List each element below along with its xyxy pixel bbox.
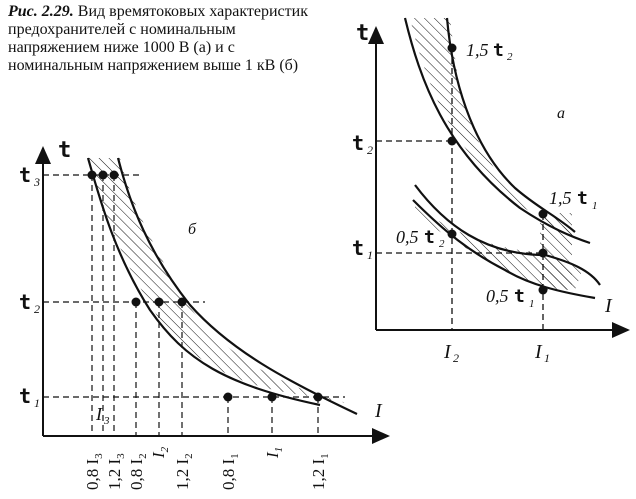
panel-a-05t2-coef: 0,5 (396, 227, 419, 247)
panel-b-point-t3-1 (87, 170, 97, 180)
panel-b-axis-I-label: I (374, 400, 383, 422)
panel-b-axis-t-label: t (58, 138, 71, 163)
panel-a-I2-sub: 2 (453, 351, 459, 365)
panel-a-point-05t1 (538, 285, 548, 295)
panel-a-15t2-sub: 2 (507, 51, 513, 63)
panel-b-x-labels: 0,8 I3 1,2 I3 0,8 I2 I2 1,2 I2 0,8 I1 I1… (83, 446, 331, 490)
x-label-6: 0,8 I1 (219, 453, 241, 490)
panel-b-point-t2-2 (154, 297, 164, 307)
x-label-3: 0,8 I2 (127, 453, 149, 490)
panel-b-point-t3-3 (109, 170, 119, 180)
panel-a-point-t1 (538, 248, 548, 258)
panel-b-point-t1-1 (223, 392, 233, 402)
panel-b-t2-label: t (19, 290, 31, 314)
panel-a-curve-2 (445, 17, 576, 233)
panel-a-I2-label: I (443, 341, 452, 363)
x-label-2: 1,2 I3 (105, 453, 127, 490)
panel-b-point-t1-3 (313, 392, 323, 402)
panel-b-point-t1-2 (267, 392, 277, 402)
caption-label: Рис. 2.29. (8, 3, 74, 20)
panel-a-letter: а (557, 105, 565, 122)
panel-a-curve-3 (414, 184, 601, 286)
panel-a-axis-t-label: t (356, 21, 369, 46)
panel-a-05t1-coef: 0,5 (486, 286, 509, 306)
panel-b-letter: б (188, 221, 197, 238)
panel-a-curve-4 (412, 199, 596, 300)
panel-b-I3-label: I (95, 404, 103, 424)
panel-a-05t1-sub: 1 (529, 298, 535, 310)
x-label-8: 1,2 I1 (309, 453, 331, 490)
panel-a-05t2-t: t (424, 227, 435, 248)
x-label-1: 0,8 I3 (83, 453, 105, 490)
panel-a-15t2-coef: 1,5 (466, 40, 489, 60)
panel-b-t2-sub: 2 (34, 302, 40, 316)
panel-a-point-15t1 (538, 209, 548, 219)
panel-a-05t1-t: t (514, 286, 525, 307)
panel-b: t I б t 3 t 2 t 1 I 3 0,8 I3 1,2 I3 0,8 … (19, 138, 390, 490)
panel-a-15t2-t: t (493, 40, 504, 61)
panel-a-point-05t2 (447, 229, 457, 239)
x-label-4: I2 (149, 446, 171, 459)
panel-b-point-t2-3 (177, 297, 187, 307)
panel-a-curve-1 (403, 17, 591, 245)
panel-a-t2-label: t (352, 131, 364, 155)
panel-b-curve-right (116, 157, 358, 415)
panel-b-band (88, 158, 355, 405)
panel-a-05t2-sub: 2 (439, 238, 445, 250)
panel-a-15t1-coef: 1,5 (549, 188, 572, 208)
panel-a: t I а t 2 t 1 I 2 I 1 1,5 t 2 1,5 t 1 0,… (352, 17, 630, 365)
panel-a-t1-sub: 1 (367, 248, 373, 262)
x-label-7: I1 (263, 447, 285, 459)
panel-a-I1-label: I (534, 341, 543, 363)
panel-b-t1-sub: 1 (34, 396, 40, 410)
x-label-5: 1,2 I2 (173, 453, 195, 490)
panel-a-axis-I-label: I (604, 295, 613, 317)
panel-a-15t1-sub: 1 (592, 200, 598, 212)
panel-b-point-t2-1 (131, 297, 141, 307)
panel-a-15t1-t: t (577, 188, 588, 209)
panel-b-point-t3-2 (98, 170, 108, 180)
panel-b-t1-label: t (19, 384, 31, 408)
panel-b-t3-sub: 3 (33, 175, 40, 189)
panel-a-point-t2 (447, 136, 457, 146)
caption-text: Вид времятоковых характеристик предохран… (8, 3, 308, 74)
figure-caption: Рис. 2.29. Вид времятоковых характеристи… (8, 3, 308, 75)
panel-b-curve-left (86, 157, 321, 407)
panel-b-t3-label: t (19, 163, 31, 187)
panel-a-band-upper (410, 18, 575, 237)
panel-a-point-15t2 (447, 43, 457, 53)
panel-a-t2-sub: 2 (367, 143, 373, 157)
panel-b-I3-sub: 3 (103, 415, 110, 427)
panel-a-I1-sub: 1 (544, 351, 550, 365)
panel-a-t1-label: t (352, 236, 364, 260)
